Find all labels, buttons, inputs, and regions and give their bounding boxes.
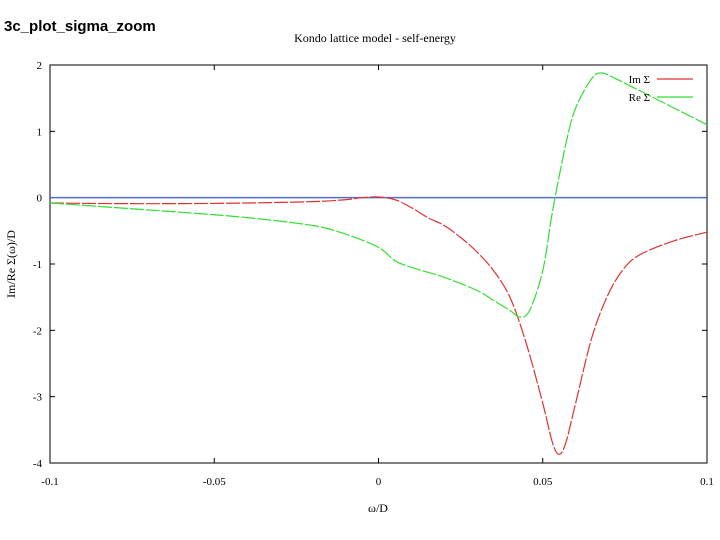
y-tick-label: 2 [37, 60, 43, 72]
y-axis-label: Im/Re Σ(ω)/D [4, 230, 18, 298]
slide-title: 3c_plot_sigma_zoom [4, 18, 156, 35]
x-tick-label: 0.1 [700, 476, 714, 488]
chart-title: Kondo lattice model - self-energy [294, 31, 456, 45]
series-line-re-sigma [49, 72, 708, 318]
legend: Im Σ Re Σ [629, 74, 693, 104]
x-axis-label: ω/D [368, 501, 388, 515]
tick-layer: -0.1 -0.05 0 0.05 0.1 2 1 0 -1 -2 -3 -4 [33, 60, 714, 488]
y-tick-label: 1 [37, 126, 43, 138]
series-line-im-sigma [49, 196, 708, 456]
y-tick-label: -2 [33, 325, 42, 337]
y-tick-label: -1 [33, 259, 42, 271]
x-tick-label: 0 [376, 476, 382, 488]
legend-label: Im Σ [629, 74, 650, 86]
plot-frame [49, 64, 708, 464]
x-tick-label: -0.1 [41, 476, 58, 488]
x-tick-label: 0.05 [533, 476, 553, 488]
y-tick-label: 0 [37, 193, 43, 205]
legend-label: Re Σ [629, 92, 650, 104]
y-tick-label: -3 [33, 392, 43, 404]
y-tick-label: -4 [33, 458, 43, 470]
x-tick-label: -0.05 [203, 476, 226, 488]
series-layer [49, 72, 708, 456]
